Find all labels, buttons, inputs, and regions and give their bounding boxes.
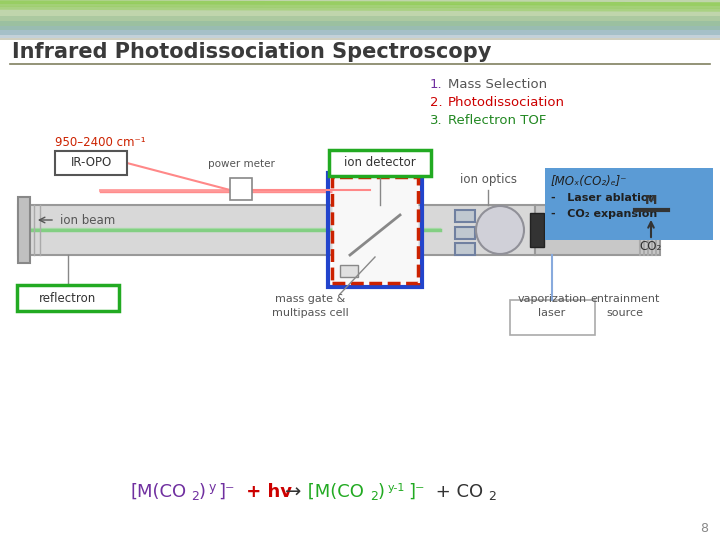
Text: Mass Selection: Mass Selection xyxy=(448,78,547,91)
Bar xyxy=(340,265,358,277)
Text: ): ) xyxy=(378,483,385,501)
Bar xyxy=(0,0,720,21)
Text: M: M xyxy=(645,194,657,207)
Text: reflectron: reflectron xyxy=(40,292,96,305)
Text: →: → xyxy=(285,483,302,502)
FancyBboxPatch shape xyxy=(17,285,119,311)
Text: + hv: + hv xyxy=(240,483,298,501)
Text: -   Laser ablation: - Laser ablation xyxy=(551,193,657,203)
Bar xyxy=(455,210,475,222)
Bar xyxy=(18,197,30,263)
Bar xyxy=(455,227,475,239)
Text: CO₂: CO₂ xyxy=(640,240,662,253)
Bar xyxy=(0,0,720,35)
Text: 950–2400 cm⁻¹: 950–2400 cm⁻¹ xyxy=(55,136,145,148)
Text: IR-OPO: IR-OPO xyxy=(71,157,112,170)
Bar xyxy=(230,178,252,200)
Text: y-1: y-1 xyxy=(388,483,405,493)
Text: power meter: power meter xyxy=(207,159,274,169)
Text: ]⁻: ]⁻ xyxy=(408,483,425,501)
Text: entrainment
source: entrainment source xyxy=(590,294,660,318)
Text: 2: 2 xyxy=(191,489,199,503)
Bar xyxy=(18,205,535,255)
Text: [M(CO: [M(CO xyxy=(130,483,186,501)
Text: Infrared Photodissociation Spectroscopy: Infrared Photodissociation Spectroscopy xyxy=(12,42,491,62)
Bar xyxy=(0,38,720,40)
Bar xyxy=(535,205,660,255)
Text: 2.: 2. xyxy=(430,97,443,110)
Text: y: y xyxy=(209,482,217,495)
Bar xyxy=(0,0,720,25)
Text: ion beam: ion beam xyxy=(60,213,115,226)
Text: Photodissociation: Photodissociation xyxy=(448,97,565,110)
Bar xyxy=(545,168,713,240)
Text: vaporization
laser: vaporization laser xyxy=(518,294,587,318)
Bar xyxy=(0,0,720,16)
Text: + CO: + CO xyxy=(430,483,483,501)
Text: 3.: 3. xyxy=(430,114,443,127)
Text: [M(CO: [M(CO xyxy=(302,483,364,501)
Bar xyxy=(55,151,127,175)
Text: mass gate &
multipass cell: mass gate & multipass cell xyxy=(271,294,348,318)
FancyBboxPatch shape xyxy=(329,150,431,176)
Bar xyxy=(332,177,418,283)
Text: Reflectron TOF: Reflectron TOF xyxy=(448,114,546,127)
Bar xyxy=(328,173,422,287)
Circle shape xyxy=(476,206,524,254)
Bar xyxy=(530,213,544,247)
Text: ): ) xyxy=(199,483,206,501)
Bar xyxy=(510,300,595,335)
Bar xyxy=(0,0,720,40)
Text: 8: 8 xyxy=(700,522,708,535)
Text: 1.: 1. xyxy=(430,78,443,91)
Bar xyxy=(455,243,475,255)
Text: -   CO₂ expansion: - CO₂ expansion xyxy=(551,209,657,219)
Text: ]⁻: ]⁻ xyxy=(218,483,235,501)
Text: 2: 2 xyxy=(488,489,496,503)
Text: [MOₓ(CO₂)ₑ]⁻: [MOₓ(CO₂)ₑ]⁻ xyxy=(551,174,628,187)
Text: 2: 2 xyxy=(370,489,378,503)
Text: ion optics: ion optics xyxy=(459,173,516,186)
Bar xyxy=(0,0,720,30)
Text: ion detector: ion detector xyxy=(344,157,416,170)
